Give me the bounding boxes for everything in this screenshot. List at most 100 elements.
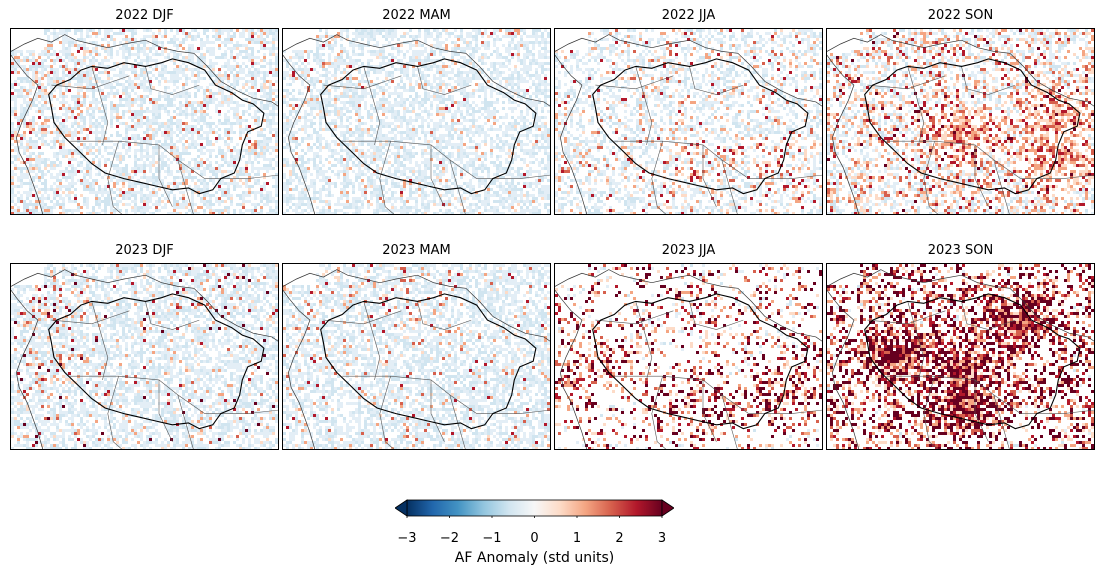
map-frame bbox=[554, 28, 823, 215]
panel-title: 2023 SON bbox=[826, 243, 1095, 258]
anomaly-map bbox=[827, 29, 1094, 214]
map-frame bbox=[554, 263, 823, 450]
map-frame bbox=[826, 28, 1095, 215]
coastline-west bbox=[555, 289, 588, 449]
coastline-west bbox=[827, 289, 860, 449]
anomaly-map bbox=[11, 29, 278, 214]
panel-title: 2022 MAM bbox=[282, 8, 551, 23]
country-border bbox=[70, 375, 205, 414]
panel-title: 2022 DJF bbox=[10, 8, 279, 23]
country-border bbox=[614, 140, 749, 179]
map-frame bbox=[282, 28, 551, 215]
colorbar-extend-high bbox=[661, 499, 674, 517]
anomaly-map bbox=[11, 264, 278, 449]
country-border bbox=[923, 141, 939, 214]
map-frame bbox=[826, 263, 1095, 450]
map-panel-p5: 2023 DJF bbox=[10, 243, 279, 450]
country-border bbox=[961, 66, 1016, 95]
colorbar-tick-label: −2 bbox=[435, 531, 465, 546]
amazon-basin-outline bbox=[48, 293, 265, 430]
country-border bbox=[748, 409, 822, 414]
country-border bbox=[107, 141, 123, 214]
coastline bbox=[555, 34, 822, 107]
country-border bbox=[961, 301, 1016, 330]
coastline bbox=[283, 34, 550, 107]
country-border bbox=[107, 376, 123, 449]
country-border bbox=[91, 301, 109, 380]
colorbar-tick-label: 1 bbox=[562, 531, 592, 546]
country-border bbox=[993, 394, 1010, 449]
country-border bbox=[635, 66, 653, 145]
country-border bbox=[595, 310, 674, 325]
panel-title: 2023 DJF bbox=[10, 243, 279, 258]
colorbar-tick-label: 0 bbox=[520, 531, 550, 546]
map-panel-p7: 2023 JJA bbox=[554, 243, 823, 450]
country-border bbox=[867, 75, 946, 90]
coastline bbox=[555, 269, 822, 342]
country-border bbox=[342, 140, 477, 179]
country-border bbox=[702, 144, 717, 207]
colorbar-gradient bbox=[406, 499, 663, 517]
colorbar-tick-label: 3 bbox=[647, 531, 677, 546]
country-border bbox=[430, 144, 445, 207]
coastline bbox=[827, 269, 1094, 342]
anomaly-map bbox=[555, 29, 822, 214]
country-border bbox=[689, 301, 744, 330]
panel-title: 2023 MAM bbox=[282, 243, 551, 258]
anomaly-cells bbox=[827, 264, 1094, 449]
anomaly-cells bbox=[555, 29, 822, 214]
country-border bbox=[323, 75, 402, 90]
anomaly-cells bbox=[11, 29, 278, 214]
map-panel-p4: 2022 SON bbox=[826, 8, 1095, 215]
country-border bbox=[993, 159, 1010, 214]
country-border bbox=[91, 66, 109, 145]
map-panel-p6: 2023 MAM bbox=[282, 243, 551, 450]
anomaly-cells bbox=[283, 29, 550, 214]
country-border bbox=[379, 376, 395, 449]
country-border bbox=[702, 379, 717, 442]
country-border bbox=[158, 379, 173, 442]
anomaly-map bbox=[555, 264, 822, 449]
country-border bbox=[1020, 409, 1094, 414]
country-border bbox=[363, 301, 381, 380]
coastline-west bbox=[11, 54, 44, 214]
country-border bbox=[923, 376, 939, 449]
country-border bbox=[158, 144, 173, 207]
anomaly-map bbox=[283, 29, 550, 214]
amazon-basin-outline bbox=[864, 293, 1081, 430]
map-panel-p1: 2022 DJF bbox=[10, 8, 279, 215]
amazon-basin-outline bbox=[48, 58, 265, 195]
country-border bbox=[867, 310, 946, 325]
country-border bbox=[614, 375, 749, 414]
colorbar-label: AF Anomaly (std units) bbox=[395, 550, 674, 566]
colorbar-tick-label: −1 bbox=[477, 531, 507, 546]
colorbar-tick-label: 2 bbox=[605, 531, 635, 546]
country-border bbox=[651, 141, 667, 214]
country-border bbox=[177, 394, 194, 449]
amazon-basin-outline bbox=[592, 293, 809, 430]
country-border bbox=[449, 159, 466, 214]
colorbar-extend-low bbox=[395, 499, 408, 517]
panel-title: 2022 JJA bbox=[554, 8, 823, 23]
anomaly-map bbox=[827, 264, 1094, 449]
country-border bbox=[51, 310, 130, 325]
map-panel-p3: 2022 JJA bbox=[554, 8, 823, 215]
anomaly-map bbox=[283, 264, 550, 449]
map-frame bbox=[10, 263, 279, 450]
country-border bbox=[145, 66, 200, 95]
country-border bbox=[748, 174, 822, 179]
country-border bbox=[886, 375, 1021, 414]
country-border bbox=[651, 376, 667, 449]
country-border bbox=[449, 394, 466, 449]
country-border bbox=[476, 409, 550, 414]
country-border bbox=[595, 75, 674, 90]
country-border bbox=[379, 141, 395, 214]
country-border bbox=[70, 140, 205, 179]
coastline-west bbox=[283, 54, 316, 214]
country-border bbox=[417, 301, 472, 330]
anomaly-cells bbox=[11, 264, 278, 449]
country-border bbox=[721, 159, 738, 214]
amazon-basin-outline bbox=[320, 58, 537, 195]
coastline bbox=[283, 269, 550, 342]
map-frame bbox=[282, 263, 551, 450]
